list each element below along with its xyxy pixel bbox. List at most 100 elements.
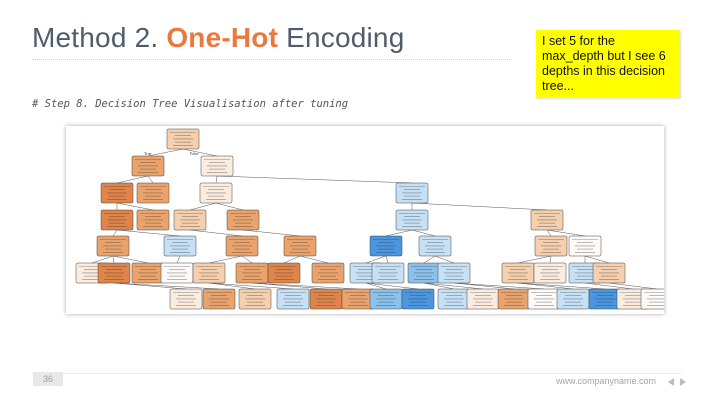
tree-node (169, 288, 203, 310)
tree-node (395, 182, 429, 204)
tree-node (592, 262, 626, 284)
tree-node (97, 262, 131, 284)
tree-edge (517, 282, 606, 290)
next-slide-arrow-icon[interactable] (680, 378, 686, 386)
step-caption: # Step 8. Decision Tree Visualisation af… (32, 98, 349, 110)
tree-edge (299, 255, 329, 264)
tree-node (533, 262, 567, 284)
tree-edge (423, 282, 455, 290)
tree-node (497, 288, 531, 310)
tree-edge (517, 255, 552, 264)
title-accent: One-Hot (166, 22, 279, 53)
tree-edge (453, 282, 515, 290)
tree-edge (182, 148, 218, 157)
sticky-note[interactable]: I set 5 for the max_depth but I see 6 de… (536, 30, 680, 98)
tree-node (199, 182, 233, 204)
tree-node (371, 262, 405, 284)
tree-edge (546, 229, 586, 237)
slide-title: Method 2. One-Hot Encoding (32, 22, 404, 54)
tree-edge (411, 229, 436, 237)
tree-node (226, 209, 260, 231)
tree-edge (434, 255, 455, 264)
tree-edge (242, 229, 301, 237)
tree-node (225, 235, 259, 257)
tree-edge (546, 229, 552, 237)
tree-edge (208, 255, 243, 264)
tree-edge (549, 255, 552, 264)
edge-label-false: False (190, 151, 199, 156)
tree-edge (112, 255, 149, 264)
tree-edge (189, 229, 243, 237)
tree-edge (176, 255, 181, 264)
tree-edge (189, 202, 217, 211)
tree-edge (385, 255, 389, 264)
tree-node (527, 288, 561, 310)
tree-edge (423, 282, 484, 290)
tree-edge (116, 202, 154, 211)
decision-tree-diagram: True False (75, 128, 664, 310)
tree-node (534, 235, 568, 257)
tree-edge (517, 282, 574, 290)
tree-node (395, 209, 429, 231)
tree-edge (215, 175, 218, 184)
tree-node (163, 235, 197, 257)
tree-node (100, 182, 134, 204)
tree-edge (147, 148, 184, 157)
tree-node (311, 262, 345, 284)
tree-edge (365, 282, 419, 290)
tree-node (131, 262, 165, 284)
tree-node (173, 209, 207, 231)
tree-node (136, 209, 170, 231)
tree-edge (608, 282, 658, 290)
tree-nodes (75, 128, 664, 310)
tree-node (283, 235, 317, 257)
tree-node (100, 209, 134, 231)
tree-node (369, 235, 403, 257)
tree-edges (91, 148, 658, 290)
tree-node (640, 288, 664, 310)
tree-node (238, 288, 272, 310)
tree-edge (147, 175, 154, 184)
tree-edge (216, 175, 413, 184)
tree-edge (385, 229, 413, 237)
tree-node (309, 288, 343, 310)
tree-node (276, 288, 310, 310)
tree-edge (251, 282, 359, 290)
tree-edge (584, 282, 634, 290)
tree-node (437, 288, 471, 310)
tree-node (530, 209, 564, 231)
tree-node (160, 262, 194, 284)
tree-node (96, 235, 130, 257)
tree-edge (453, 282, 545, 290)
tree-edge (241, 255, 253, 264)
tree-edge (365, 255, 387, 264)
title-divider (32, 59, 512, 60)
tree-node (166, 128, 200, 150)
tree-node (202, 288, 236, 310)
tree-edge (215, 202, 244, 211)
tree-node (369, 288, 403, 310)
tree-node (136, 182, 170, 204)
prev-slide-arrow-icon[interactable] (668, 378, 674, 386)
tree-node (418, 235, 452, 257)
tree-node (200, 155, 234, 177)
tree-edge (116, 229, 181, 237)
tree-node (267, 262, 301, 284)
edge-label-true: True (144, 151, 152, 156)
tree-edge (91, 255, 114, 264)
tree-node (437, 262, 471, 284)
tree-edge (411, 202, 548, 211)
tree-node (556, 288, 590, 310)
tree-edge (113, 282, 187, 290)
tree-node (466, 288, 500, 310)
page-number: 36 (33, 372, 63, 386)
tree-edge (116, 175, 149, 184)
tree-node (588, 288, 622, 310)
tree-node (131, 155, 165, 177)
tree-edge (112, 255, 115, 264)
tree-edge (113, 282, 220, 290)
tree-edge (423, 255, 436, 264)
title-prefix: Method 2. (32, 22, 167, 53)
tree-edge (283, 255, 301, 264)
tree-node (401, 288, 435, 310)
